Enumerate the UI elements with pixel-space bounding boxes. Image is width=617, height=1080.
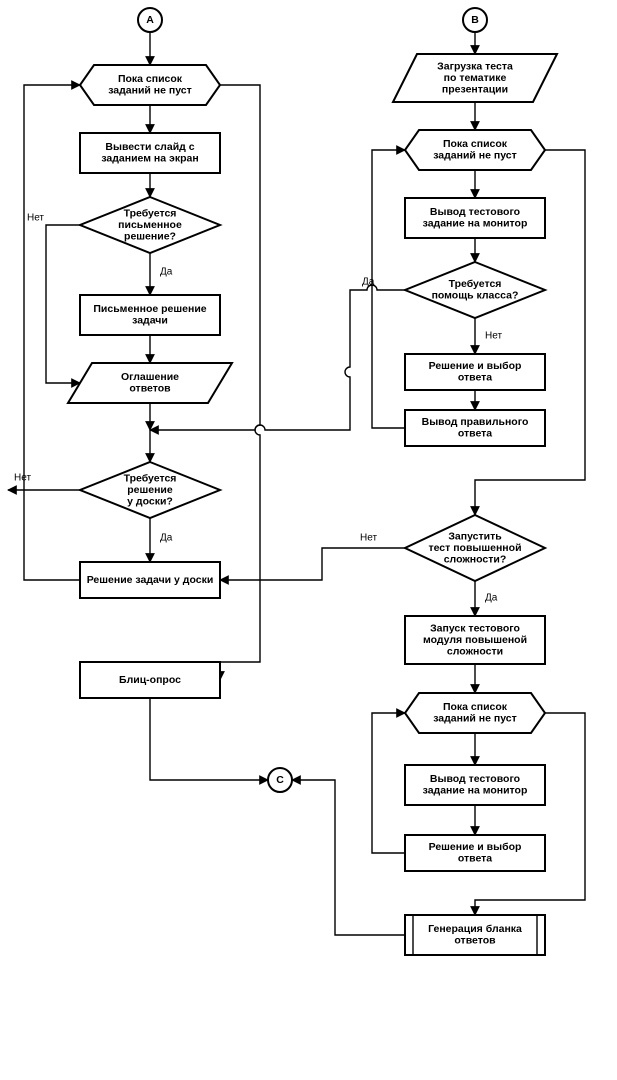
svg-text:Блиц-опрос: Блиц-опрос: [119, 674, 181, 686]
svg-text:Пока список: Пока список: [118, 73, 183, 85]
svg-text:Требуется: Требуется: [124, 207, 177, 219]
svg-text:у доски?: у доски?: [127, 495, 173, 507]
svg-text:письменное: письменное: [118, 219, 182, 231]
svg-text:заданием на экран: заданием на экран: [101, 153, 198, 165]
svg-text:Решение и выбор: Решение и выбор: [429, 841, 522, 853]
svg-text:ответа: ответа: [458, 428, 492, 440]
svg-text:Вывод тестового: Вывод тестового: [430, 773, 520, 785]
svg-text:Вывод тестового: Вывод тестового: [430, 206, 520, 218]
svg-text:Пока список: Пока список: [443, 701, 508, 713]
svg-text:Запустить: Запустить: [448, 530, 502, 542]
svg-text:модуля повышеной: модуля повышеной: [423, 634, 527, 646]
svg-text:презентации: презентации: [442, 83, 508, 95]
svg-text:Вывести слайд с: Вывести слайд с: [105, 141, 194, 153]
svg-text:заданий не пуст: заданий не пуст: [433, 150, 517, 162]
svg-text:по тематике: по тематике: [444, 72, 507, 84]
svg-text:помощь класса?: помощь класса?: [432, 290, 519, 302]
svg-text:задание на монитор: задание на монитор: [423, 218, 528, 230]
flowchart-canvas: ДаНетДаНетНетДаДаНетAПока списокзаданий …: [0, 0, 617, 1075]
svg-text:решение: решение: [127, 484, 173, 496]
svg-text:сложности: сложности: [447, 645, 503, 657]
svg-text:Да: Да: [160, 533, 173, 544]
svg-text:Загрузка теста: Загрузка теста: [437, 60, 513, 72]
svg-text:Письменное решение: Письменное решение: [93, 303, 206, 315]
svg-text:ответа: ответа: [458, 372, 492, 384]
svg-text:Нет: Нет: [14, 473, 31, 484]
svg-text:ответов: ответов: [129, 383, 171, 395]
svg-text:Нет: Нет: [360, 533, 377, 544]
svg-text:Да: Да: [160, 267, 173, 278]
svg-text:Да: Да: [485, 593, 498, 604]
svg-text:Требуется: Требуется: [124, 472, 177, 484]
svg-text:Да: Да: [362, 277, 375, 288]
svg-text:Решение и выбор: Решение и выбор: [429, 360, 522, 372]
svg-text:Пока список: Пока список: [443, 138, 508, 150]
svg-text:B: B: [471, 14, 479, 26]
svg-text:Нет: Нет: [27, 213, 44, 224]
svg-text:задание на монитор: задание на монитор: [423, 785, 528, 797]
svg-text:ответов: ответов: [454, 935, 496, 947]
svg-text:Требуется: Требуется: [449, 278, 502, 290]
svg-text:Запуск тестового: Запуск тестового: [430, 622, 520, 634]
svg-text:Оглашение: Оглашение: [121, 371, 179, 383]
svg-text:C: C: [276, 774, 284, 786]
svg-text:сложности?: сложности?: [444, 553, 507, 565]
svg-text:заданий не пуст: заданий не пуст: [433, 713, 517, 725]
svg-text:Нет: Нет: [485, 331, 502, 342]
svg-text:A: A: [146, 14, 154, 26]
svg-text:Генерация бланка: Генерация бланка: [428, 923, 522, 935]
svg-text:Вывод правильного: Вывод правильного: [422, 416, 529, 428]
svg-text:тест повышенной: тест повышенной: [428, 542, 521, 554]
svg-text:ответа: ответа: [458, 853, 492, 865]
svg-text:заданий не пуст: заданий не пуст: [108, 85, 192, 97]
svg-text:решение?: решение?: [124, 230, 176, 242]
svg-text:задачи: задачи: [132, 315, 168, 327]
svg-text:Решение задачи у доски: Решение задачи у доски: [87, 574, 214, 586]
